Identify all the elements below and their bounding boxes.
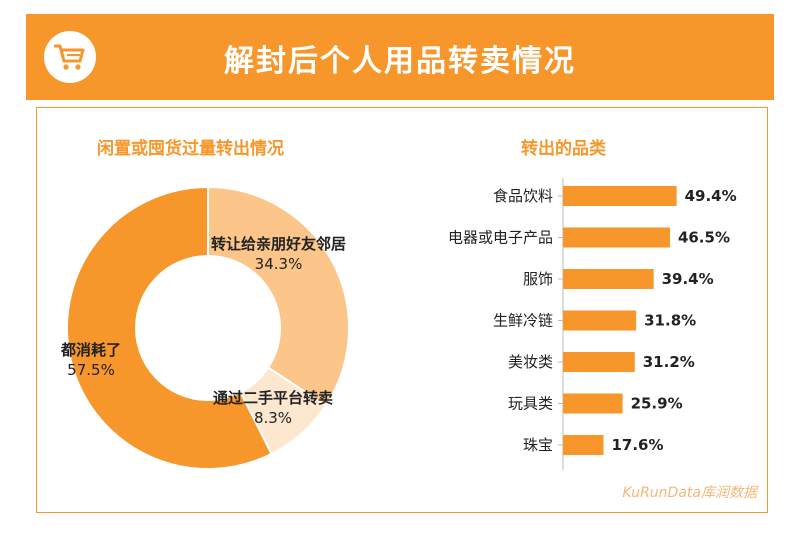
header-banner: 解封后个人用品转卖情况 [26, 14, 774, 100]
bar-category-label: 服饰 [523, 270, 553, 288]
bar-value-label: 31.2% [643, 353, 695, 371]
donut-label-consumed: 都消耗了 57.5% [61, 341, 122, 379]
charts-canvas: 食品饮料 49.4% 电器或电子产品 46.5% 服饰 39.4% 生鲜冷链 31.8% 美妆类… [66, 178, 737, 470]
content-panel: 闲置或囤货过量转出情况 转出的品类 食品饮料 49.4% 电器或电子产品 46.5% 服… [36, 107, 768, 513]
donut-chart-title: 闲置或囤货过量转出情况 [97, 139, 284, 159]
shopping-cart-icon [54, 44, 85, 70]
bar-category-label: 生鲜冷链 [493, 312, 553, 330]
donut-label-friends: 转让给亲朋好友邻居 34.3% [211, 235, 347, 273]
bar-value-label: 49.4% [685, 187, 737, 205]
bar-category-label: 美妆类 [508, 353, 553, 371]
bar-6 [563, 435, 604, 455]
bar-0 [563, 186, 677, 206]
bar-value-label: 25.9% [631, 395, 683, 413]
bar-1 [563, 227, 670, 248]
bar-value-label: 39.4% [662, 270, 714, 288]
bar-category-label: 食品饮料 [493, 187, 553, 205]
bar-category-label: 珠宝 [523, 436, 553, 454]
donut-label-secondhand: 通过二手平台转卖 8.3% [213, 389, 334, 427]
donut-slice-friends [207, 185, 350, 407]
bar-chart-title: 转出的品类 [521, 139, 606, 159]
bar-category-label: 玩具类 [508, 395, 553, 413]
bar-5 [563, 393, 623, 414]
bar-value-label: 31.8% [644, 312, 696, 330]
donut-slice-consumed [66, 185, 273, 470]
bar-3 [563, 310, 637, 331]
watermark: KuRunData库润数据 [622, 485, 757, 501]
cart-badge [44, 31, 96, 83]
bar-category-label: 电器或电子产品 [448, 229, 553, 247]
bar-value-label: 46.5% [678, 229, 730, 247]
bar-value-label: 17.6% [611, 436, 663, 454]
page-title: 解封后个人用品转卖情况 [224, 44, 576, 79]
bar-2 [563, 269, 654, 289]
bar-4 [563, 352, 635, 372]
